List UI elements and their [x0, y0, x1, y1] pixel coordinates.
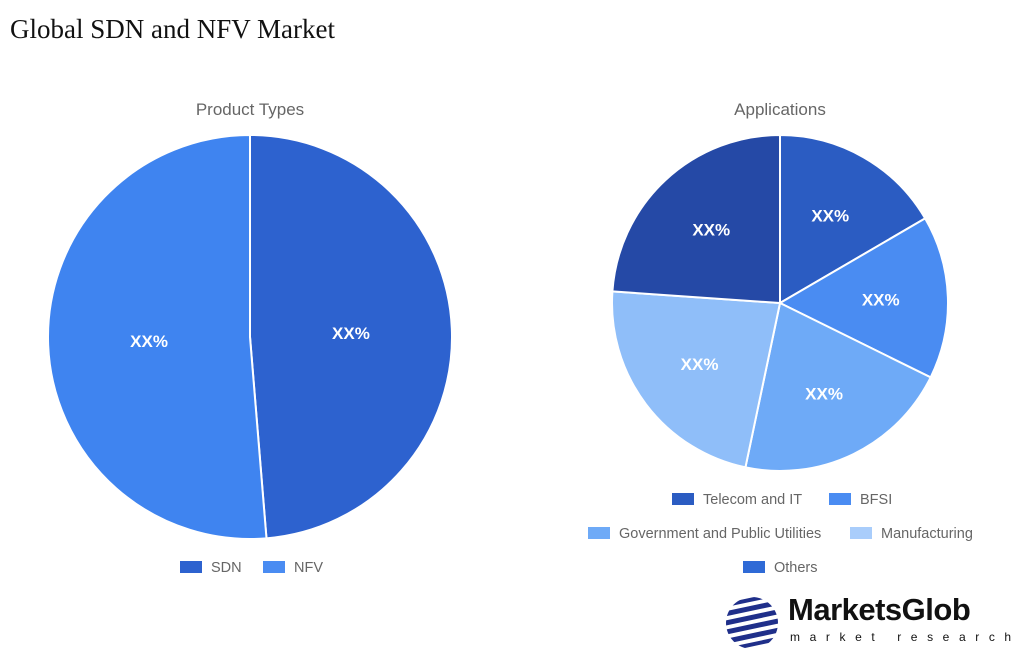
data-label: XX% — [692, 220, 730, 239]
chart-title: Product Types — [196, 100, 304, 119]
legend-label[interactable]: Manufacturing — [881, 526, 973, 542]
pie-slice-telecom-and-it[interactable] — [779, 133, 927, 305]
pie-slice-government-and-public-utilities[interactable] — [744, 301, 932, 472]
pie-slice-manufacturing[interactable] — [611, 290, 782, 469]
legend-label[interactable]: Government and Public Utilities — [619, 526, 821, 542]
data-label: XX% — [681, 355, 719, 374]
legend-swatch[interactable] — [829, 493, 851, 505]
legend-label[interactable]: BFSI — [860, 492, 892, 508]
data-label: XX% — [862, 291, 900, 310]
pie-slice-sdn[interactable] — [249, 133, 453, 540]
data-label: XX% — [332, 324, 370, 343]
page-title: Global SDN and NFV Market — [10, 14, 335, 44]
legend-swatch[interactable] — [850, 527, 872, 539]
legend-swatch[interactable] — [588, 527, 610, 539]
legend-swatch[interactable] — [672, 493, 694, 505]
legend-swatch[interactable] — [180, 561, 202, 573]
pie-slice-nfv[interactable] — [47, 133, 268, 540]
chart-title: Applications — [734, 100, 826, 119]
pie-slice-bfsi[interactable] — [777, 217, 949, 379]
logo-name: MarketsGlob — [788, 592, 971, 627]
legend-swatch[interactable] — [263, 561, 285, 573]
legend-label[interactable]: SDN — [211, 560, 242, 576]
logo-globe-icon — [726, 597, 778, 649]
data-label: XX% — [811, 207, 849, 226]
data-label: XX% — [805, 385, 843, 404]
data-label: XX% — [130, 332, 168, 351]
legend-label[interactable]: Telecom and IT — [703, 492, 802, 508]
legend-swatch[interactable] — [743, 561, 765, 573]
pie-slice-others[interactable] — [611, 133, 781, 305]
legend-label[interactable]: NFV — [294, 560, 323, 576]
logo-tagline: market research — [790, 630, 1021, 644]
legend-label[interactable]: Others — [774, 560, 818, 576]
